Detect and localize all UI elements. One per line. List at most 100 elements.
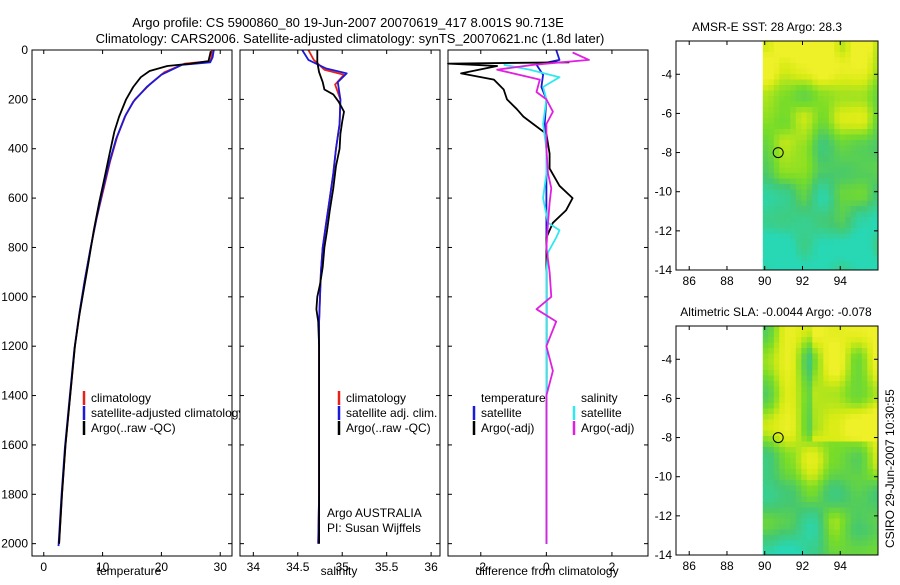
map-cell [834, 189, 841, 196]
map-cell [762, 480, 769, 487]
map-cell [812, 261, 819, 268]
map-cell [812, 425, 819, 432]
map-cell [861, 85, 868, 92]
map-cell [773, 529, 780, 536]
map-cell [768, 414, 775, 421]
map-cell [872, 364, 878, 371]
map-cell [845, 184, 852, 191]
map-cell [806, 458, 813, 465]
map-cell [768, 353, 775, 360]
map-cell [779, 90, 786, 97]
series-line-satellite-adj-clim- [301, 49, 348, 544]
map-cell [856, 184, 863, 191]
map-cell [768, 518, 775, 525]
map-cell [768, 474, 775, 481]
map-cell [872, 540, 878, 547]
map-cell [806, 535, 813, 542]
map-cell [790, 85, 797, 92]
map-cell [850, 469, 857, 476]
y-tick-label: 0 [21, 43, 28, 57]
map-cell [856, 167, 863, 174]
map-cell [850, 140, 857, 147]
map-cell [762, 74, 769, 81]
x-tick-label: 94 [834, 559, 848, 573]
map-cell [861, 112, 868, 119]
map-cell [839, 331, 846, 338]
map-cell [867, 381, 874, 388]
map-cell [828, 469, 835, 476]
map-cell [812, 524, 819, 531]
map-cell [823, 485, 830, 492]
map-cell [850, 452, 857, 459]
map-cell [817, 206, 824, 213]
map-cell [867, 513, 874, 520]
map-cell [845, 145, 852, 152]
map-cell [817, 96, 824, 103]
map-cell [867, 195, 874, 202]
map-cell [784, 518, 791, 525]
map-cell [773, 425, 780, 432]
map-cell [867, 337, 874, 344]
map-cell [817, 217, 824, 224]
map-cell [828, 375, 835, 382]
map-cell [801, 46, 808, 53]
map-cell [812, 463, 819, 470]
y-tick-label: -4 [661, 352, 672, 366]
map-cell [856, 79, 863, 86]
map-cell [812, 266, 819, 270]
map-cell [867, 397, 874, 404]
map-cell [839, 524, 846, 531]
map-cell [872, 244, 878, 251]
map-cell [806, 359, 813, 366]
map-cell [850, 540, 857, 547]
map-cell [812, 244, 819, 251]
map-cell [768, 507, 775, 514]
map-cell [845, 41, 852, 48]
map-cell [790, 540, 797, 547]
map-cell [773, 408, 780, 415]
map-cell [762, 535, 769, 542]
map-cell [845, 90, 852, 97]
map-cell [834, 414, 841, 421]
map-cell [817, 331, 824, 338]
map-cell [812, 211, 819, 218]
map-cell [867, 502, 874, 509]
map-cell [768, 52, 775, 59]
map-cell [773, 331, 780, 338]
map-cell [795, 101, 802, 108]
map-cell [806, 408, 813, 415]
map-cell [856, 326, 863, 333]
map-cell [823, 502, 830, 509]
map-cell [872, 140, 878, 147]
map-cell [784, 496, 791, 503]
map-cell [768, 331, 775, 338]
map-cell [812, 436, 819, 443]
map-cell [856, 513, 863, 520]
map-cell [795, 337, 802, 344]
map-cell [806, 107, 813, 114]
map-cell [861, 255, 868, 262]
map-cell [784, 364, 791, 371]
map-cell [795, 408, 802, 415]
map-cell [795, 266, 802, 270]
map-cell [795, 189, 802, 196]
map-cell [839, 546, 846, 553]
map-cell [834, 496, 841, 503]
map-cell [856, 430, 863, 437]
map-cell [806, 474, 813, 481]
map-cell [867, 546, 874, 553]
map-cell [806, 337, 813, 344]
map-cell [768, 337, 775, 344]
map-cell [795, 507, 802, 514]
map-cell [845, 96, 852, 103]
map-cell [823, 392, 830, 399]
map-cell [872, 463, 878, 470]
map-cell [784, 397, 791, 404]
map-cell [768, 68, 775, 75]
map-cell [762, 403, 769, 410]
map-cell [784, 529, 791, 536]
map-cell [867, 496, 874, 503]
map-cell [790, 474, 797, 481]
map-cell [867, 436, 874, 443]
y-tick-label: -14 [655, 548, 673, 562]
